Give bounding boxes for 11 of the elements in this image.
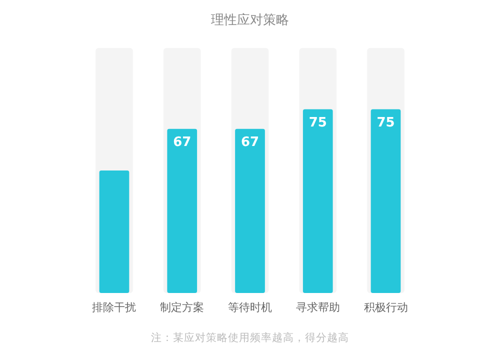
text: 注：某应对策略使用频率越高，得分越高 (151, 331, 349, 344)
chart-title: 理性应对策略 (211, 12, 289, 28)
data-label: 75 (376, 115, 395, 130)
x-tick-label: 寻求帮助 (296, 301, 340, 314)
x-tick-label: 等待时机 (228, 301, 272, 314)
data-label: 67 (240, 134, 260, 150)
data-label: 75 (308, 115, 327, 130)
x-tick-label: 排除干扰 (92, 301, 136, 314)
x-tick-label: 制定方案 (160, 301, 204, 314)
x-tick-label: 积极行动 (364, 301, 408, 314)
data-label: 67 (173, 134, 192, 150)
